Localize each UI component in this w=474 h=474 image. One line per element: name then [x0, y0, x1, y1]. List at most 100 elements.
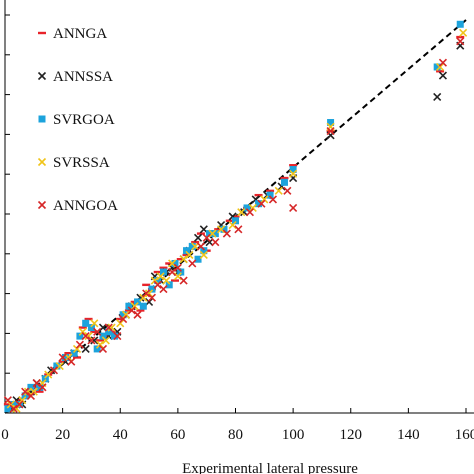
data-point [99, 332, 107, 340]
data-point [148, 285, 156, 293]
data-point [168, 267, 177, 277]
data-point [266, 191, 274, 199]
data-point [125, 302, 133, 310]
data-point [289, 169, 298, 178]
data-point [237, 208, 246, 217]
legend-marker [38, 115, 46, 123]
data-point [142, 289, 151, 298]
data-point [220, 225, 228, 233]
data-point [130, 302, 139, 311]
data-point [134, 298, 142, 306]
legend-marker [37, 200, 47, 210]
x-tick-label: 120 [340, 427, 363, 443]
data-point [200, 247, 208, 255]
data-point [456, 20, 464, 28]
data-point [93, 327, 102, 336]
data-point [9, 404, 18, 413]
data-point [96, 340, 105, 349]
data-point [179, 255, 188, 264]
data-point [171, 259, 179, 267]
data-point [84, 332, 93, 341]
data-point [159, 285, 168, 294]
data-point [105, 328, 113, 336]
data-point [78, 327, 87, 336]
data-point [433, 92, 442, 101]
data-point [228, 220, 237, 230]
data-point [101, 336, 110, 345]
x-tick-label: 140 [397, 427, 420, 443]
data-point [222, 229, 231, 238]
data-point [32, 379, 41, 388]
data-point [76, 332, 84, 340]
data-point [188, 242, 196, 250]
x-axis-label: Experimental lateral pressure [182, 461, 358, 474]
data-point [248, 203, 257, 213]
data-points-layer [3, 20, 468, 413]
data-point [165, 281, 173, 289]
data-point [168, 259, 177, 268]
data-point [121, 310, 131, 319]
legend-label: ANNGA [53, 26, 107, 42]
data-point [150, 276, 159, 285]
data-point [27, 383, 35, 391]
data-point [433, 63, 441, 71]
data-point [274, 186, 283, 195]
legend-item-annssa: ANNSSA [37, 69, 113, 85]
data-point [326, 126, 335, 136]
data-point [257, 199, 266, 208]
data-point [243, 204, 251, 212]
x-tick-label: 40 [113, 427, 128, 443]
data-point [127, 306, 136, 315]
data-point [183, 247, 191, 255]
data-point [211, 238, 220, 247]
data-point [26, 391, 35, 400]
x-tick-label: 80 [228, 427, 243, 443]
data-point [44, 370, 53, 379]
data-point [21, 387, 30, 396]
data-point [21, 392, 29, 400]
data-point [81, 332, 90, 341]
series-anngoa [3, 37, 465, 413]
data-point [15, 400, 24, 409]
legend-label: SVRSSA [53, 155, 110, 171]
data-point [133, 310, 142, 319]
data-point [179, 276, 188, 285]
data-point [36, 383, 44, 391]
data-point [280, 178, 288, 186]
data-point [49, 366, 59, 375]
data-point [4, 405, 12, 413]
data-point [72, 344, 82, 353]
data-point [55, 361, 64, 371]
data-point [459, 28, 468, 37]
data-point [58, 353, 67, 362]
data-point [139, 302, 147, 310]
data-point [87, 324, 95, 332]
data-point [67, 357, 76, 366]
axes: 0 20 40 60 80 100 120 140 160 [1, 0, 474, 443]
data-point [211, 230, 219, 238]
data-point [144, 289, 154, 298]
data-point [438, 71, 448, 80]
data-point [62, 353, 70, 361]
series-svrgoa [4, 20, 464, 413]
data-point [232, 217, 239, 225]
data-point [156, 272, 165, 281]
data-point [234, 225, 243, 234]
data-point [438, 58, 448, 67]
data-point [268, 195, 278, 204]
x-tick-label: 100 [282, 427, 305, 443]
data-point [217, 225, 226, 234]
data-point [327, 119, 335, 127]
data-point [283, 186, 292, 195]
data-point [119, 314, 128, 324]
data-point [159, 268, 167, 276]
data-point [81, 344, 90, 353]
data-point [154, 277, 162, 285]
legend-item-anngoa: ANNGOA [37, 198, 118, 214]
data-point [162, 276, 171, 285]
data-point [202, 233, 211, 242]
data-point [93, 345, 101, 353]
data-point [29, 387, 38, 396]
data-point [41, 375, 49, 383]
